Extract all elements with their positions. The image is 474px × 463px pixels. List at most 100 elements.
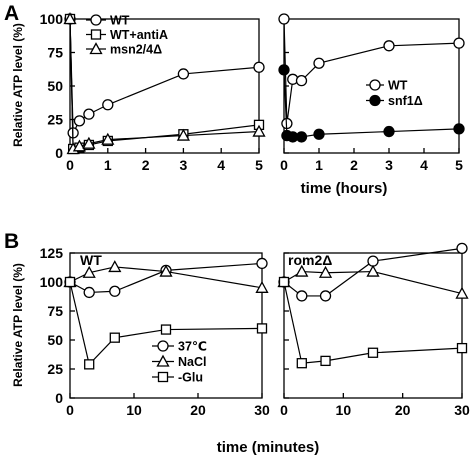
data-point [82, 136, 96, 149]
data-point [313, 57, 325, 69]
legend-label: snf1Δ [388, 94, 423, 108]
data-point [256, 257, 268, 270]
data-point [102, 99, 114, 111]
x-tick-label: 0 [66, 402, 74, 418]
plot-frame [283, 252, 463, 399]
data-point [84, 359, 95, 370]
data-point [295, 74, 308, 87]
data-point [456, 342, 468, 354]
data-point [455, 286, 469, 299]
legend-label: WT [110, 14, 130, 28]
legend-marker [90, 14, 102, 26]
strain-title: rom2Δ [288, 252, 332, 268]
data-point [278, 276, 290, 288]
panel-letter-b: B [4, 230, 19, 253]
data-point [383, 40, 395, 52]
x-tick-label: 20 [395, 402, 411, 418]
x-tick-label: 2 [142, 157, 150, 173]
legend-label: WT [388, 79, 408, 93]
x-tick-label: 2 [350, 157, 358, 173]
y-tick-label: 125 [40, 245, 64, 261]
x-tick-label: 4 [217, 157, 225, 173]
data-point [160, 324, 172, 335]
data-point [83, 286, 95, 299]
legend-marker [157, 340, 169, 352]
y-tick-label: 25 [47, 361, 63, 377]
legend-label: NaCl [178, 355, 206, 369]
data-point [108, 260, 122, 273]
data-point [295, 264, 309, 277]
x-axis-title: time (hours) [301, 180, 388, 197]
data-point [255, 280, 269, 293]
subplot-3: 0 10 20 30 0 25 50 75 100 125 time (minutes) Relati… [11, 245, 319, 456]
x-tick-label: 30 [254, 402, 270, 418]
data-point [296, 290, 308, 302]
y-tick-label: 75 [47, 45, 63, 61]
series--glu [64, 276, 268, 370]
x-tick-label: 4 [420, 157, 428, 173]
data-point [320, 355, 331, 367]
data-point [63, 12, 77, 25]
data-point [383, 125, 395, 138]
y-axis-title: Relative ATP level (%) [11, 263, 25, 387]
data-point [83, 108, 95, 120]
series--glu [278, 276, 468, 369]
legend-marker [156, 354, 170, 367]
subplot-4: 0 10 20 30 rom2Δ [277, 242, 470, 418]
data-point [295, 131, 308, 143]
data-point [319, 290, 332, 302]
legend-marker [90, 29, 102, 40]
x-axis-title: time (minutes) [217, 439, 320, 456]
x-tick-label: 5 [455, 157, 463, 173]
data-point [176, 128, 190, 141]
x-tick-label: 30 [454, 402, 470, 418]
data-point [253, 61, 265, 73]
data-point [252, 124, 266, 137]
legend-marker [369, 79, 381, 91]
data-point [453, 37, 465, 49]
y-tick-label: 100 [40, 274, 64, 290]
data-point [82, 265, 96, 278]
panel-letter-a: A [4, 2, 19, 25]
x-tick-label: 0 [280, 402, 288, 418]
x-tick-label: 1 [315, 157, 323, 173]
series-snf1- [278, 64, 465, 143]
strain-title: WT [80, 252, 102, 268]
series-nacl [277, 264, 469, 299]
y-axis-title: Relative ATP level (%) [11, 23, 25, 147]
y-tick-label: 75 [47, 303, 63, 319]
legend-label: WT+antiA [110, 28, 168, 42]
x-tick-label: 1 [104, 157, 112, 173]
data-point [456, 242, 468, 255]
data-point [101, 132, 115, 145]
data-point [318, 265, 333, 278]
series-nacl [63, 260, 269, 293]
x-tick-label: 20 [190, 402, 206, 418]
y-tick-label: 50 [47, 78, 63, 94]
data-point [177, 68, 190, 80]
y-tick-label: 0 [55, 390, 63, 406]
x-tick-label: 10 [126, 402, 142, 418]
data-point [366, 264, 380, 277]
data-point [367, 347, 379, 358]
data-point [109, 285, 121, 297]
legend-label: 37℃ [178, 340, 207, 354]
series-msn2-4- [63, 12, 266, 155]
data-point [64, 276, 76, 288]
data-point [453, 123, 465, 135]
legend-marker [157, 371, 169, 383]
x-tick-label: 0 [280, 157, 288, 173]
y-tick-label: 25 [47, 112, 63, 128]
x-tick-label: 5 [255, 157, 263, 173]
y-tick-label: 100 [40, 11, 64, 27]
x-tick-label: 3 [180, 157, 188, 173]
x-tick-label: 3 [385, 157, 393, 173]
legend-label: -Glu [178, 371, 203, 385]
data-point [313, 128, 325, 140]
x-tick-label: 0 [66, 157, 74, 173]
